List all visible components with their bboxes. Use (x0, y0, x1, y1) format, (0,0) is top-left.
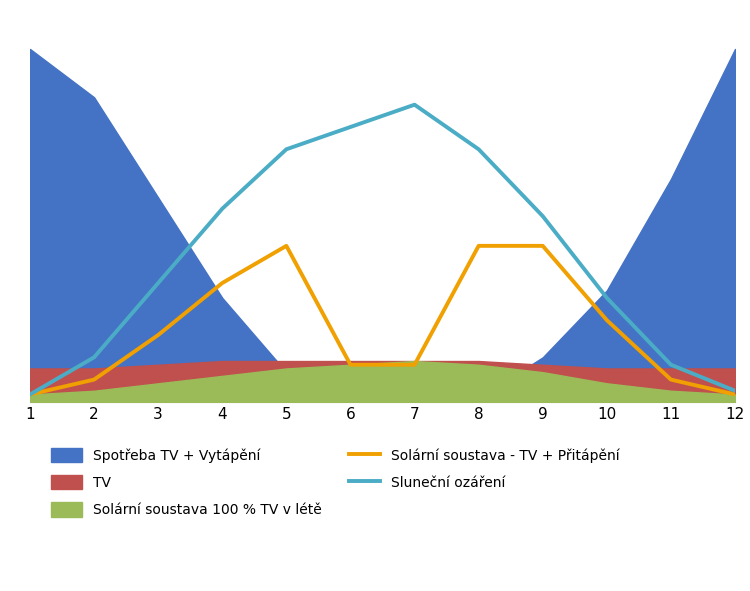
Legend: Spotřeba TV + Vytápění, TV, Solární soustava 100 % TV v létě, Solární soustava -: Spotřeba TV + Vytápění, TV, Solární sous… (51, 448, 620, 517)
